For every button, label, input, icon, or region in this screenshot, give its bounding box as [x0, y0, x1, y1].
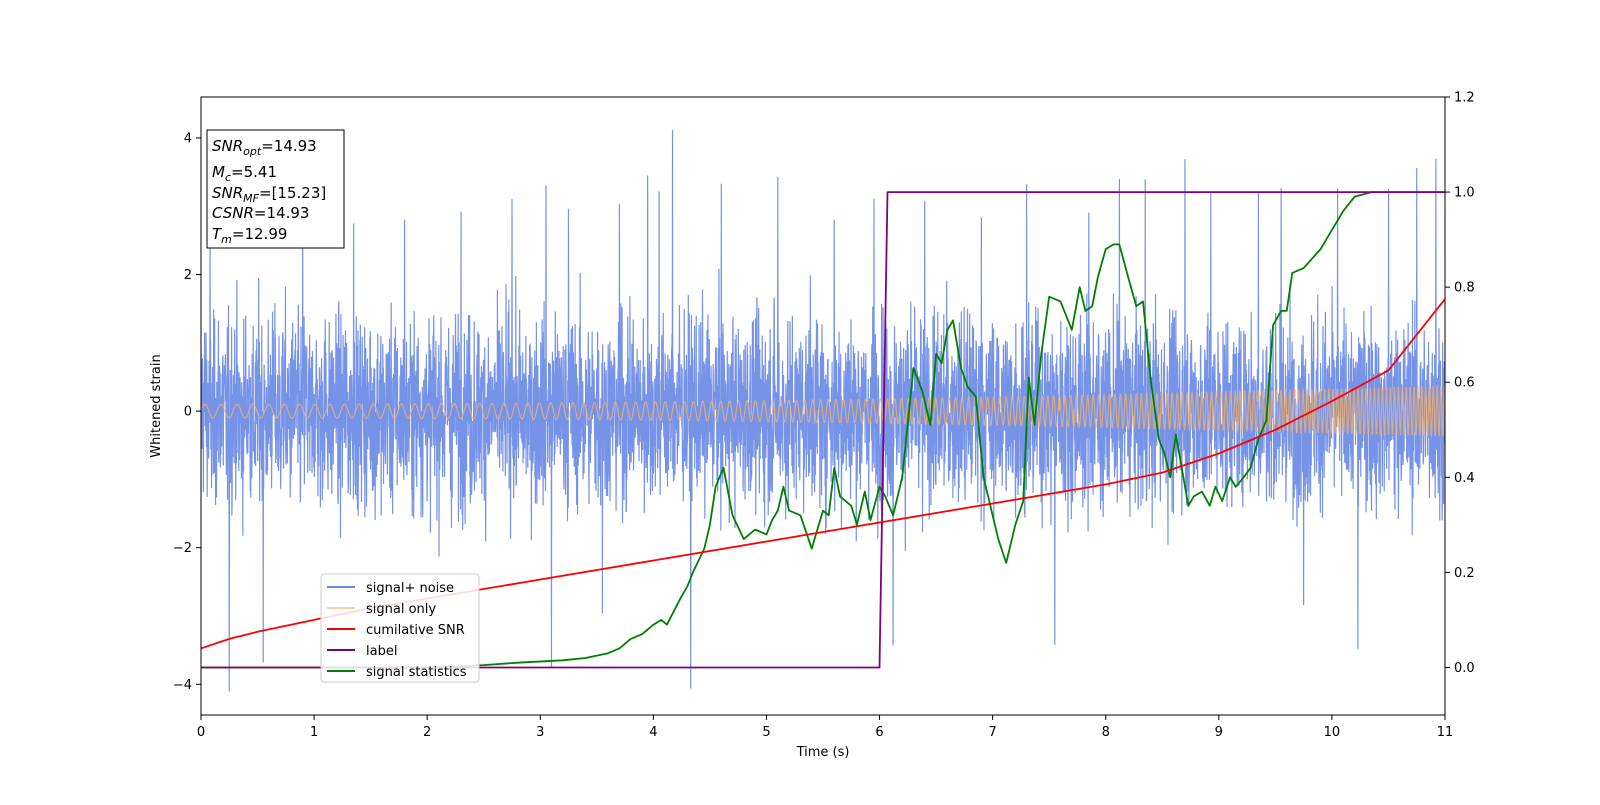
annotation-value: =[15.23] — [259, 184, 326, 202]
legend-label: signal+ noise — [366, 581, 454, 596]
x-tick-label: 0 — [197, 725, 205, 740]
y2-tick-label: 0.0 — [1454, 661, 1475, 676]
annotation-symbol: CSNR — [212, 204, 254, 222]
x-tick-label: 2 — [423, 725, 431, 740]
x-tick-label: 10 — [1324, 725, 1341, 740]
signal-series-layer — [201, 384, 1445, 438]
annotation-symbol: M — [212, 163, 225, 181]
series-label — [201, 191, 1445, 669]
legend-label: signal only — [366, 602, 436, 617]
annotation-symbol: SNR — [212, 137, 243, 155]
legend-label: label — [366, 644, 397, 659]
right-axis-series-layer — [201, 191, 1445, 669]
annotation-subscript: c — [225, 171, 231, 184]
legend-label: signal statistics — [366, 665, 467, 680]
series-cumilative-snr — [201, 298, 1445, 650]
annotation-value: =14.93 — [254, 204, 310, 222]
x-tick-label: 1 — [310, 725, 318, 740]
annotation-text: SNRopt=14.93 Mc=5.41 SNRMF=[15.23] CSNR=14.… — [212, 137, 326, 246]
y-tick-label: 2 — [184, 268, 192, 283]
annotation-subscript: MF — [243, 192, 259, 205]
series-signal-statistics — [201, 191, 1445, 669]
y2-tick-label: 1.2 — [1454, 91, 1475, 106]
y2-tick-label: 0.4 — [1454, 471, 1475, 486]
annotation-symbol: T — [212, 225, 223, 243]
annotation-subscript: m — [221, 233, 232, 246]
y2-tick-label: 0.6 — [1454, 376, 1475, 391]
x-tick-label: 3 — [536, 725, 544, 740]
series-signal-plus-noise — [201, 129, 1445, 692]
annotation-subscript: opt — [243, 145, 262, 158]
x-tick-label: 8 — [1102, 725, 1110, 740]
y-tick-label: 4 — [184, 131, 192, 146]
annotation-symbol: SNR — [212, 184, 243, 202]
x-tick-label: 5 — [762, 725, 770, 740]
x-axis-label: Time (s) — [796, 745, 850, 760]
noise-series-layer — [201, 129, 1445, 692]
series-signal-only — [201, 384, 1445, 438]
y2-tick-label: 1.0 — [1454, 186, 1475, 201]
annotation-value: =12.99 — [232, 225, 288, 243]
x-tick-label: 11 — [1437, 725, 1454, 740]
y2-tick-label: 0.2 — [1454, 566, 1475, 581]
x-tick-label: 6 — [875, 725, 883, 740]
plot-frame — [200, 96, 1446, 716]
legend: signal+ noise signal only cumilative SNR la… — [320, 573, 480, 683]
y-axis-right: 0.0 0.2 0.4 0.6 0.8 1.0 1.2 — [1445, 91, 1475, 676]
x-tick-label: 7 — [988, 725, 996, 740]
y-tick-label: 0 — [184, 405, 192, 420]
annotation-box: SNRopt=14.93 Mc=5.41 SNRMF=[15.23] CSNR=14.… — [206, 129, 345, 249]
y-tick-label: −2 — [173, 541, 192, 556]
annotation-value: =5.41 — [231, 163, 277, 181]
x-tick-label: 4 — [649, 725, 657, 740]
x-axis: 0 1 2 3 4 5 6 7 8 9 10 11 — [197, 715, 1453, 740]
annotation-value: =14.93 — [261, 137, 317, 155]
y-axis-left: −4 −2 0 2 4 — [173, 131, 201, 693]
x-tick-label: 9 — [1215, 725, 1223, 740]
legend-label: cumilative SNR — [366, 623, 465, 638]
y2-tick-label: 0.8 — [1454, 281, 1475, 296]
y-tick-label: −4 — [173, 678, 192, 693]
y-axis-label: Whitened strain — [149, 354, 164, 457]
